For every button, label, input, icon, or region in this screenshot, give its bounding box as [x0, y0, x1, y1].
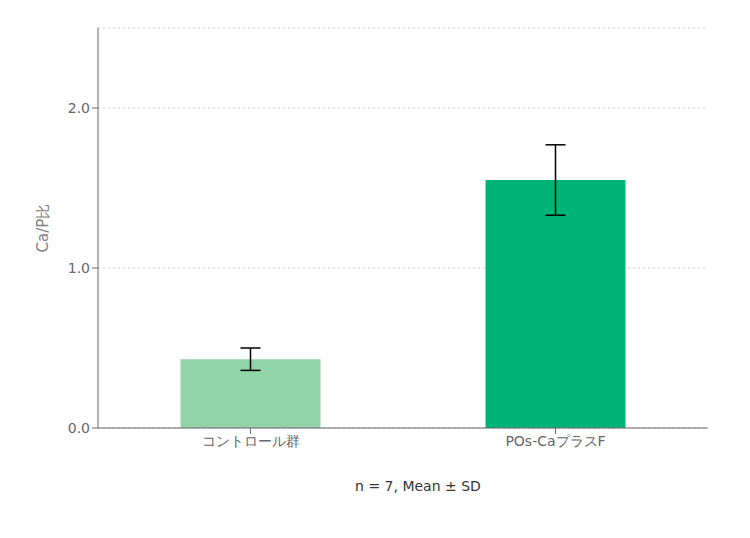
- html-text:n = 7, Mean ± SD: n = 7, Mean ± SD: [355, 478, 481, 494]
- svg-text:2.0: 2.0: [68, 100, 90, 116]
- svg-text:0.0: 0.0: [68, 420, 90, 436]
- svg-text:1.0: 1.0: [68, 260, 90, 276]
- svg-text:POs-CaプラスF: POs-CaプラスF: [505, 433, 605, 449]
- svg-text:コントロール群: コントロール群: [202, 433, 300, 449]
- svg-text:Ca/P比: Ca/P比: [34, 204, 52, 253]
